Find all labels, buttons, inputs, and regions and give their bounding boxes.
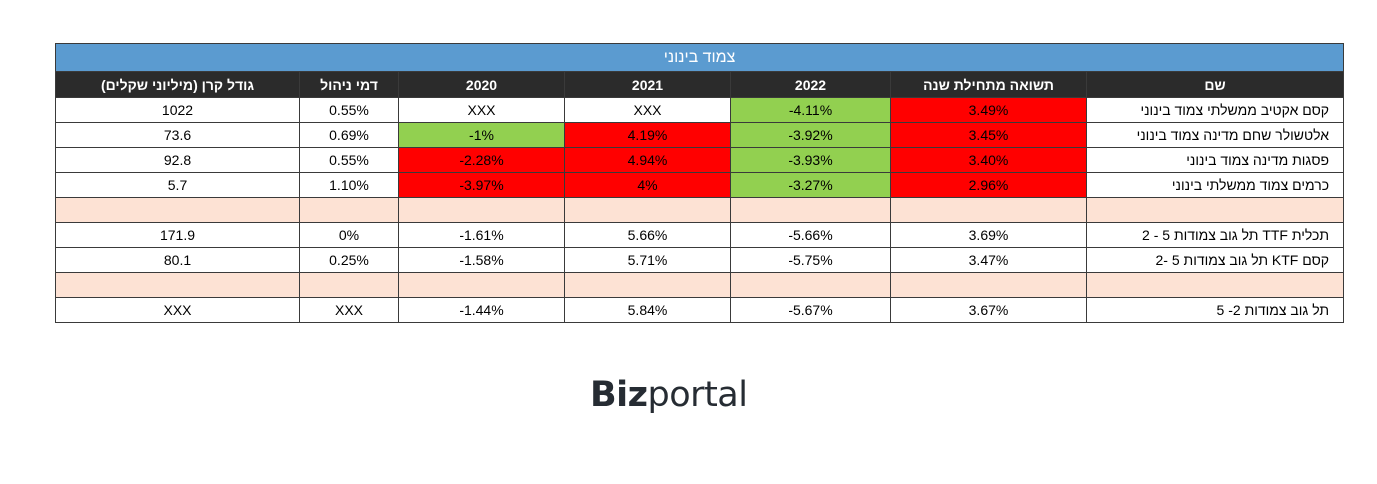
- column-header: 2021: [564, 71, 731, 98]
- empty-cell: [730, 272, 891, 298]
- empty-cell: [1085, 272, 1345, 298]
- value-cell: 80.1: [55, 247, 300, 273]
- value-cell: -1.44%: [398, 297, 565, 323]
- empty-cell: [55, 197, 300, 223]
- fund-name-cell: קסם אקטיב ממשלתי צמוד בינוני: [1085, 97, 1345, 123]
- fund-row: 5.7 1.10% -3.97% 4% -3.27% 2.96% כרמים צמוד ממ…: [55, 172, 1345, 198]
- value-cell: XXX: [299, 297, 399, 323]
- column-header: תשואה מתחילת שנה: [890, 71, 1087, 98]
- value-cell: 3.47%: [890, 247, 1087, 273]
- fund-name-cell: תל גוב צמודות 2- 5: [1085, 297, 1345, 323]
- value-cell: 0.69%: [299, 122, 399, 148]
- value-cell: -5.67%: [730, 297, 891, 323]
- bizportal-logo: Bizportal: [590, 372, 748, 418]
- empty-cell: [398, 197, 565, 223]
- logo-portal-text: portal: [647, 375, 748, 415]
- header-row: גודל קרן (מיליוני שקלים) דמי ניהול 2020 202…: [55, 71, 1345, 98]
- value-cell: -1.58%: [398, 247, 565, 273]
- value-cell: -3.97%: [398, 172, 565, 198]
- value-cell: 3.69%: [890, 222, 1087, 248]
- value-cell: -4.11%: [730, 97, 891, 123]
- empty-cell: [730, 197, 891, 223]
- value-cell: -2.28%: [398, 147, 565, 173]
- column-header: גודל קרן (מיליוני שקלים): [55, 71, 300, 98]
- value-cell: XXX: [564, 97, 731, 123]
- value-cell: 0.25%: [299, 247, 399, 273]
- value-cell: 4.94%: [564, 147, 731, 173]
- value-cell: 1022: [55, 97, 300, 123]
- empty-cell: [890, 272, 1087, 298]
- value-cell: 4%: [564, 172, 731, 198]
- empty-cell: [564, 197, 731, 223]
- value-cell: 5.66%: [564, 222, 731, 248]
- separator-row: [55, 197, 1345, 223]
- funds-table: צמוד בינוני גודל קרן (מיליוני שקלים) דמי …: [54, 43, 1345, 323]
- value-cell: 4.19%: [564, 122, 731, 148]
- empty-cell: [299, 272, 399, 298]
- table-title: צמוד בינוני: [54, 43, 1345, 72]
- fund-row: 171.9 0% -1.61% 5.66% -5.66% 3.69% תכלית TTF ת…: [55, 222, 1345, 248]
- fund-name-cell: פסגות מדינה צמוד בינוני: [1085, 147, 1345, 173]
- value-cell: 1.10%: [299, 172, 399, 198]
- value-cell: 3.45%: [890, 122, 1087, 148]
- separator-row: [55, 272, 1345, 298]
- value-cell: 2.96%: [890, 172, 1087, 198]
- value-cell: 5.71%: [564, 247, 731, 273]
- value-cell: -5.66%: [730, 222, 891, 248]
- logo-biz-text: Biz: [590, 375, 648, 415]
- empty-cell: [564, 272, 731, 298]
- column-header: 2022: [730, 71, 891, 98]
- value-cell: 3.49%: [890, 97, 1087, 123]
- value-cell: XXX: [55, 297, 300, 323]
- value-cell: 5.7: [55, 172, 300, 198]
- fund-row: 80.1 0.25% -1.58% 5.71% -5.75% 3.47% קסם KTF ת…: [55, 247, 1345, 273]
- value-cell: -5.75%: [730, 247, 891, 273]
- value-cell: -3.92%: [730, 122, 891, 148]
- fund-row: 1022 0.55% XXX XXX -4.11% 3.49% קסם אקטיב ממשל…: [55, 97, 1345, 123]
- fund-name-cell: קסם KTF תל גוב צמודות 5 -2: [1085, 247, 1345, 273]
- value-cell: -1.61%: [398, 222, 565, 248]
- fund-name-cell: תכלית TTF תל גוב צמודות 5 - 2: [1085, 222, 1345, 248]
- table-body: 1022 0.55% XXX XXX -4.11% 3.49% קסם אקטיב ממשל…: [55, 97, 1345, 323]
- value-cell: 0%: [299, 222, 399, 248]
- column-header: 2020: [398, 71, 565, 98]
- value-cell: 92.8: [55, 147, 300, 173]
- column-header: שם: [1085, 71, 1345, 98]
- empty-cell: [890, 197, 1087, 223]
- value-cell: 0.55%: [299, 147, 399, 173]
- empty-cell: [398, 272, 565, 298]
- column-header: דמי ניהול: [299, 71, 399, 98]
- value-cell: XXX: [398, 97, 565, 123]
- fund-row: XXX XXX -1.44% 5.84% -5.67% 3.67% תל גוב צמודו…: [55, 297, 1345, 323]
- fund-name-cell: אלטשולר שחם מדינה צמוד בינוני: [1085, 122, 1345, 148]
- value-cell: 0.55%: [299, 97, 399, 123]
- value-cell: 5.84%: [564, 297, 731, 323]
- value-cell: -3.27%: [730, 172, 891, 198]
- value-cell: 3.67%: [890, 297, 1087, 323]
- value-cell: 73.6: [55, 122, 300, 148]
- empty-cell: [299, 197, 399, 223]
- empty-cell: [55, 272, 300, 298]
- value-cell: -3.93%: [730, 147, 891, 173]
- fund-name-cell: כרמים צמוד ממשלתי בינוני: [1085, 172, 1345, 198]
- value-cell: 3.40%: [890, 147, 1087, 173]
- value-cell: -1%: [398, 122, 565, 148]
- fund-row: 92.8 0.55% -2.28% 4.94% -3.93% 3.40% פסגות מדי…: [55, 147, 1345, 173]
- value-cell: 171.9: [55, 222, 300, 248]
- fund-row: 73.6 0.69% -1% 4.19% -3.92% 3.45% אלטשולר שחם …: [55, 122, 1345, 148]
- empty-cell: [1085, 197, 1345, 223]
